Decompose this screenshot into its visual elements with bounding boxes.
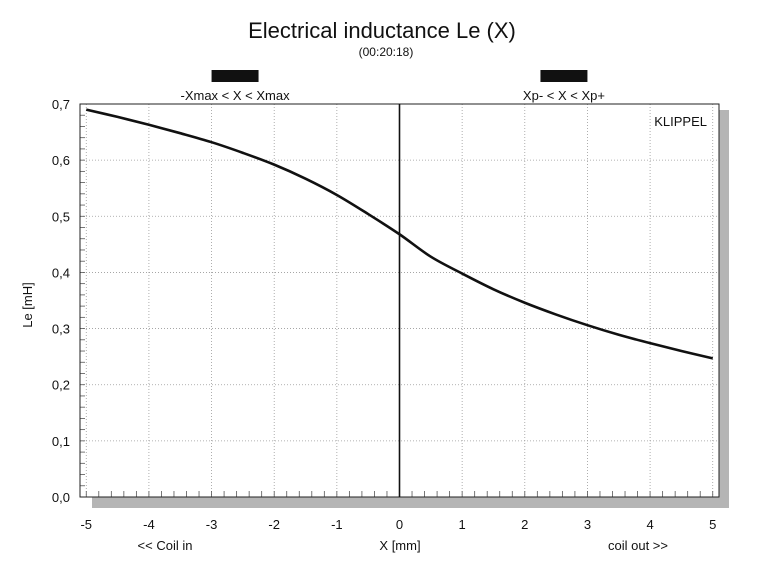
y-tick-label: 0,3 (52, 322, 70, 337)
x-tick-label: 3 (584, 517, 591, 532)
plot-shadow-bottom (92, 497, 729, 508)
x-tick-label: -4 (143, 517, 155, 532)
x-axis-label: X [mm] (379, 538, 420, 553)
y-tick-label: 0,7 (52, 97, 70, 112)
y-tick-label: 0,1 (52, 434, 70, 449)
x-tick-label: -2 (268, 517, 280, 532)
brand-label: KLIPPEL (654, 114, 707, 129)
chart-subtitle: (00:20:18) (359, 45, 414, 59)
x-tick-label: 1 (459, 517, 466, 532)
range-label: -Xmax < X < Xmax (181, 88, 291, 103)
x-tick-label: 2 (521, 517, 528, 532)
x-tick-label: -3 (206, 517, 218, 532)
x-tick-label: 5 (709, 517, 716, 532)
x-tick-label: 0 (396, 517, 403, 532)
y-tick-label: 0,5 (52, 209, 70, 224)
x-axis-right-note: coil out >> (608, 538, 668, 553)
x-tick-label: -1 (331, 517, 343, 532)
series-line-inductance (85, 108, 714, 360)
y-tick-label: 0,0 (52, 490, 70, 505)
x-tick-label: 4 (646, 517, 653, 532)
range-label: Xp- < X < Xp+ (523, 88, 605, 103)
y-tick-label: 0,2 (52, 378, 70, 393)
y-tick-labels: 0,0 0,1 0,2 0,3 0,4 0,5 0,6 0,7 (52, 97, 70, 505)
y-axis-label: Le [mH] (20, 282, 35, 328)
y-tick-label: 0,6 (52, 153, 70, 168)
grid (80, 103, 719, 497)
x-tick-labels: -5 -4 -3 -2 -1 0 1 2 3 4 5 (80, 517, 716, 532)
chart-title: Electrical inductance Le (X) (248, 18, 516, 43)
range-indicators: -Xmax < X < Xmax Xp- < X < Xp+ (181, 70, 605, 103)
x-tick-label: -5 (80, 517, 92, 532)
series-layer (85, 108, 714, 360)
x-axis-left-note: << Coil in (138, 538, 193, 553)
range-bar (211, 70, 259, 82)
plot-shadow-right (719, 110, 729, 508)
minor-ticks (80, 103, 714, 498)
range-bar (540, 70, 588, 82)
y-tick-label: 0,4 (52, 265, 70, 280)
